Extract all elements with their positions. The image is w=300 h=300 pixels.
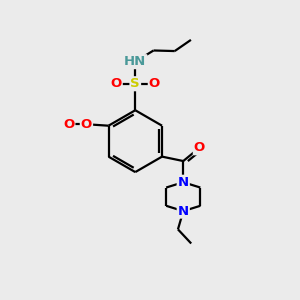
- Text: N: N: [178, 205, 189, 218]
- Text: O: O: [149, 77, 160, 90]
- Text: N: N: [178, 176, 189, 189]
- Text: O: O: [63, 118, 74, 131]
- Text: O: O: [81, 118, 92, 131]
- Text: S: S: [130, 77, 140, 90]
- Text: O: O: [194, 141, 205, 154]
- Text: HN: HN: [124, 55, 146, 68]
- Text: O: O: [110, 77, 122, 90]
